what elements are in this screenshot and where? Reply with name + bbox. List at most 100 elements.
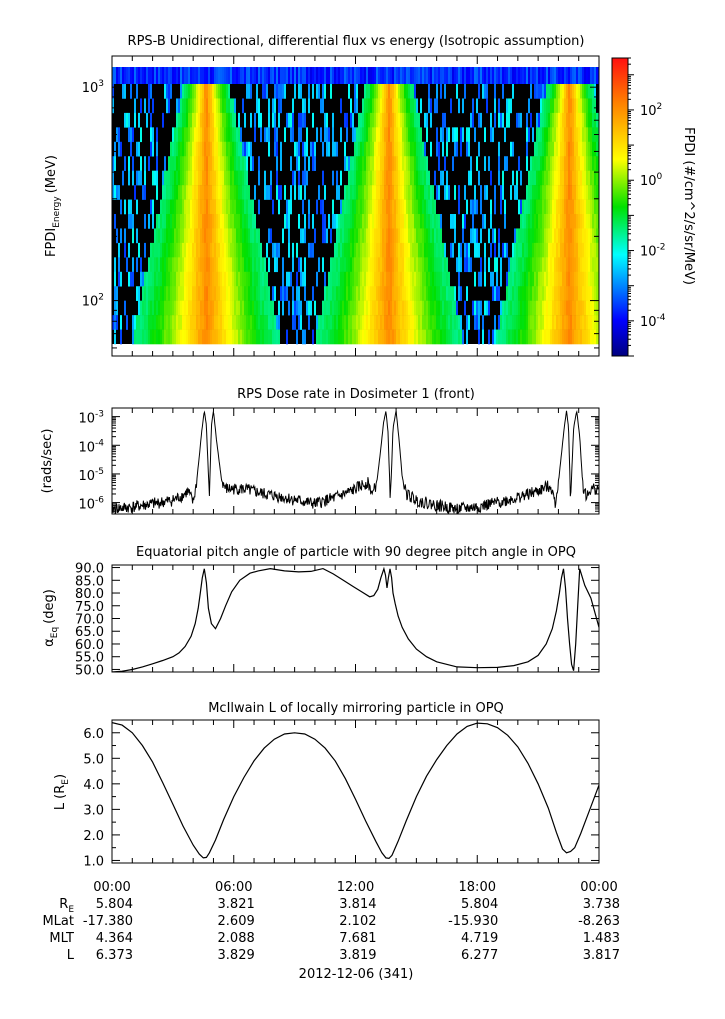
heatmap-cell: [150, 199, 152, 215]
heatmap-cell: [162, 286, 164, 301]
heatmap-cell: [340, 127, 342, 143]
heatmap-cell: [166, 170, 168, 186]
heatmap-cell: [518, 156, 520, 171]
heatmap-cell: [278, 199, 280, 215]
heatmap-cell: [154, 228, 156, 244]
heatmap-cell: [526, 286, 528, 301]
heatmap-cell: [334, 329, 336, 345]
heatmap-cell: [148, 286, 150, 301]
heatmap-cell: [568, 286, 570, 301]
heatmap-cell: [568, 271, 570, 287]
heatmap-cell: [550, 127, 552, 143]
heatmap-cell: [202, 214, 204, 229]
heatmap-cell: [386, 185, 388, 200]
heatmap-cell: [172, 242, 174, 258]
heatmap-cell: [388, 98, 390, 114]
heatmap-cell: [340, 300, 342, 316]
heatmap-cell: [572, 257, 574, 273]
heatmap-cell: [490, 112, 492, 128]
heatmap-cell: [484, 242, 486, 258]
heatmap-cell: [500, 67, 502, 84]
heatmap-cell: [428, 286, 430, 301]
heatmap-cell: [176, 329, 178, 345]
heatmap-cell: [472, 199, 474, 215]
heatmap-cell: [404, 242, 406, 258]
heatmap-cell: [310, 67, 312, 84]
heatmap-cell: [536, 315, 538, 330]
heatmap-cell: [478, 141, 480, 157]
heatmap-cell: [234, 67, 236, 84]
heatmap-cell: [170, 315, 172, 330]
heatmap-cell: [582, 271, 584, 287]
heatmap-cell: [530, 257, 532, 273]
y-tick-label-exp: -5: [95, 467, 104, 477]
heatmap-cell: [240, 185, 242, 200]
heatmap-cell: [526, 329, 528, 345]
heatmap-cell: [538, 271, 540, 287]
colorbar-tick-label: 102: [640, 102, 662, 119]
heatmap-cell: [588, 286, 590, 301]
heatmap-cell: [242, 300, 244, 316]
heatmap-cell: [506, 329, 508, 345]
heatmap-cell: [230, 98, 232, 114]
heatmap-cell: [534, 214, 536, 229]
heatmap-cell: [426, 156, 428, 171]
heatmap-cell: [160, 214, 162, 229]
heatmap-cell: [420, 315, 422, 330]
heatmap-cell: [280, 156, 282, 171]
heatmap-cell: [352, 199, 354, 215]
heatmap-cell: [304, 286, 306, 301]
heatmap-cell: [210, 170, 212, 186]
heatmap-cell: [450, 242, 452, 258]
heatmap-cell: [576, 286, 578, 301]
heatmap-cell: [202, 286, 204, 301]
heatmap-cell: [552, 315, 554, 330]
heatmap-cell: [552, 300, 554, 316]
heatmap-cell: [474, 315, 476, 330]
heatmap-cell: [176, 127, 178, 143]
heatmap-cell: [186, 84, 188, 99]
heatmap-cell: [280, 84, 282, 99]
heatmap-cell: [244, 185, 246, 200]
heatmap-cell: [216, 315, 218, 330]
heatmap-cell: [334, 214, 336, 229]
heatmap-cell: [278, 300, 280, 316]
heatmap-cell: [130, 214, 132, 229]
heatmap-cell: [558, 214, 560, 229]
heatmap-cell: [398, 329, 400, 345]
heatmap-cell: [394, 98, 396, 114]
heatmap-cell: [304, 329, 306, 345]
heatmap-cell: [156, 242, 158, 258]
heatmap-cell: [192, 67, 194, 84]
heatmap-cell: [564, 329, 566, 345]
heatmap-cell: [384, 185, 386, 200]
heatmap-cell: [396, 242, 398, 258]
heatmap-cell: [594, 315, 596, 330]
heatmap-cell: [572, 199, 574, 215]
heatmap-cell: [234, 271, 236, 287]
heatmap-cell: [530, 170, 532, 186]
heatmap-cell: [582, 127, 584, 143]
heatmap-cell: [286, 329, 288, 345]
heatmap-cell: [552, 185, 554, 200]
y-tick-label: 85.0: [75, 574, 104, 589]
heatmap-cell: [380, 329, 382, 345]
heatmap-cell: [206, 199, 208, 215]
heatmap-cell: [410, 300, 412, 316]
heatmap-cell: [524, 286, 526, 301]
heatmap-cell: [456, 300, 458, 316]
heatmap-cell: [320, 199, 322, 215]
heatmap-cell: [358, 156, 360, 171]
heatmap-cell: [144, 286, 146, 301]
heatmap-cell: [158, 214, 160, 229]
heatmap-cell: [176, 67, 178, 84]
heatmap-cell: [318, 257, 320, 273]
heatmap-cell: [494, 329, 496, 345]
panel-pitch-angle: Equatorial pitch angle of particle with …: [42, 545, 600, 678]
heatmap-cell: [402, 271, 404, 287]
heatmap-cell: [184, 286, 186, 301]
heatmap-cell: [470, 170, 472, 186]
heatmap-cell: [554, 185, 556, 200]
heatmap-cell: [380, 98, 382, 114]
heatmap-cell: [410, 98, 412, 114]
